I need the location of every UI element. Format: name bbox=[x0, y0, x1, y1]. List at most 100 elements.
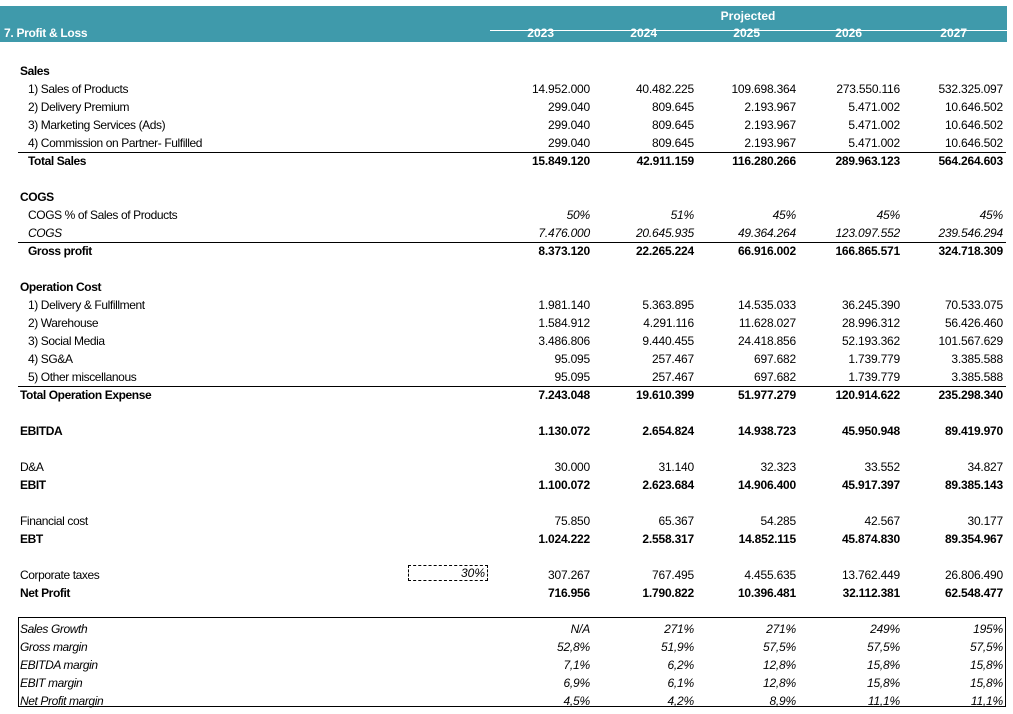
row-3-marketing-services-ads-3: 3) Marketing Services (Ads) 299.040 809.64… bbox=[0, 116, 1013, 134]
cell-2023: 7.476.000 bbox=[538, 226, 590, 240]
cell-2026: 13.762.449 bbox=[841, 568, 900, 582]
row-ebt-21: EBT 1.024.222 2.558.317 14.852.115 45.874.83… bbox=[0, 530, 1013, 548]
cell-2024: 5.363.895 bbox=[642, 298, 694, 312]
year-header-2024: 2024 bbox=[630, 26, 657, 40]
row-operation-cost-10: Operation Cost bbox=[0, 278, 1013, 296]
cell-2025: 57,5% bbox=[762, 640, 796, 654]
cell-2024: 809.645 bbox=[652, 100, 694, 114]
tax-rate-input[interactable]: 30% bbox=[408, 565, 488, 581]
cell-2024: 51% bbox=[670, 208, 695, 222]
cell-2024: 2.623.684 bbox=[642, 478, 694, 492]
row-ebit-19: EBIT 1.100.072 2.623.684 14.906.400 45.917.3… bbox=[0, 476, 1013, 494]
row-label: 1) Delivery & Fulfillment bbox=[28, 298, 145, 312]
cell-2024: 22.265.224 bbox=[635, 244, 694, 258]
row-label: 1) Sales of Products bbox=[28, 82, 129, 96]
row-5-other-miscellanous-15: 5) Other miscellanous 95.095 257.467 697.68… bbox=[0, 368, 1013, 386]
cell-2026: 28.996.312 bbox=[841, 316, 900, 330]
row-label: Sales bbox=[20, 64, 50, 78]
cell-2025: 2.193.967 bbox=[744, 100, 796, 114]
cell-2024: 6,2% bbox=[667, 658, 694, 672]
cell-2025: 49.364.264 bbox=[737, 226, 796, 240]
cell-2024: 31.140 bbox=[658, 460, 694, 474]
row-cogs-6: COGS bbox=[0, 188, 1013, 206]
row-label: Total Sales bbox=[28, 154, 87, 168]
cell-2025: 24.418.856 bbox=[737, 334, 796, 348]
table-header: 7. Profit & Loss Projected 2023 2024 202… bbox=[0, 6, 1007, 42]
row-1-delivery-fulfillment-11: 1) Delivery & Fulfillment 1.981.140 5.363.… bbox=[0, 296, 1013, 314]
cell-2027: 11,1% bbox=[970, 694, 1003, 708]
year-header-2025: 2025 bbox=[733, 26, 760, 40]
row-label: EBT bbox=[20, 532, 43, 546]
cell-2024: 271% bbox=[664, 622, 694, 636]
cell-2027: 15,8% bbox=[969, 658, 1003, 672]
cell-2024: 4,2% bbox=[667, 694, 694, 708]
cell-2025: 4.455.635 bbox=[744, 568, 796, 582]
cell-2023: 716.956 bbox=[548, 586, 590, 600]
cell-2023: 75.850 bbox=[554, 514, 590, 528]
cell-2027: 70.533.075 bbox=[944, 298, 1003, 312]
row-label: COGS % of Sales of Products bbox=[28, 208, 178, 222]
cell-2026: 15,8% bbox=[866, 676, 900, 690]
cell-2027: 235.298.340 bbox=[938, 388, 1003, 402]
cell-2025: 12,8% bbox=[762, 676, 796, 690]
row-label: EBIT margin bbox=[20, 676, 83, 690]
cell-2023: 299.040 bbox=[548, 118, 590, 132]
cell-2027: 57,5% bbox=[969, 640, 1003, 654]
cell-2026: 249% bbox=[870, 622, 900, 636]
cell-2023: 50% bbox=[566, 208, 591, 222]
cell-2025: 51.977.279 bbox=[737, 388, 796, 402]
cell-2024: 19.610.399 bbox=[635, 388, 694, 402]
cell-2023: 95.095 bbox=[554, 370, 590, 384]
cell-2023: 3.486.806 bbox=[538, 334, 590, 348]
row-net-profit-23: Net Profit 716.956 1.790.822 10.396.481 32.1… bbox=[0, 584, 1013, 602]
total-rule bbox=[18, 152, 1006, 153]
cell-2025: 697.682 bbox=[754, 352, 796, 366]
cell-2023: 4,5% bbox=[563, 694, 590, 708]
cell-2023: N/A bbox=[570, 622, 591, 636]
cell-2026: 120.914.622 bbox=[835, 388, 900, 402]
cell-2026: 166.865.571 bbox=[835, 244, 900, 258]
cell-2024: 4.291.116 bbox=[643, 316, 694, 330]
row-label: 3) Marketing Services (Ads) bbox=[28, 118, 166, 132]
cell-2023: 1.130.072 bbox=[538, 424, 590, 438]
cell-2026: 57,5% bbox=[866, 640, 900, 654]
year-header-2023: 2023 bbox=[527, 26, 554, 40]
cell-2024: 809.645 bbox=[652, 118, 694, 132]
cell-2023: 299.040 bbox=[548, 136, 590, 150]
cell-2026: 45.917.397 bbox=[841, 478, 900, 492]
cell-2024: 257.467 bbox=[652, 370, 694, 384]
cell-2023: 95.095 bbox=[554, 352, 590, 366]
cell-2025: 271% bbox=[766, 622, 796, 636]
cell-2025: 14.906.400 bbox=[737, 478, 796, 492]
cell-2026: 1.739.779 bbox=[848, 352, 900, 366]
cell-2025: 14.852.115 bbox=[738, 532, 797, 546]
cell-2026: 123.097.552 bbox=[835, 226, 900, 240]
row-3-social-media-13: 3) Social Media 3.486.806 9.440.455 24.418.… bbox=[0, 332, 1013, 350]
row-label: Financial cost bbox=[20, 514, 88, 528]
cell-2027: 62.548.477 bbox=[944, 586, 1003, 600]
cell-2025: 8,9% bbox=[769, 694, 796, 708]
cell-2027: 10.646.502 bbox=[944, 100, 1003, 114]
cell-2026: 45.950.948 bbox=[841, 424, 900, 438]
cell-2027: 324.718.309 bbox=[938, 244, 1003, 258]
row-sales-growth-24: Sales Growth N/A 271% 271% 249% 195% bbox=[0, 620, 1013, 638]
cell-2027: 89.419.970 bbox=[944, 424, 1003, 438]
cell-2025: 14.938.723 bbox=[737, 424, 796, 438]
cell-2027: 10.646.502 bbox=[944, 136, 1003, 150]
row-1-sales-of-products-1: 1) Sales of Products 14.952.000 40.482.225… bbox=[0, 80, 1013, 98]
cell-2027: 26.806.490 bbox=[944, 568, 1003, 582]
cell-2024: 9.440.455 bbox=[642, 334, 694, 348]
cell-2026: 5.471.002 bbox=[848, 118, 900, 132]
cell-2023: 1.100.072 bbox=[538, 478, 590, 492]
row-label: 5) Other miscellanous bbox=[28, 370, 137, 384]
cell-2027: 3.385.588 bbox=[951, 370, 1003, 384]
cell-2026: 42.567 bbox=[864, 514, 900, 528]
row-net-profit-margin-28: Net Profit margin 4,5% 4,2% 8,9% 11,1% 11,1% bbox=[0, 692, 1013, 710]
row-label: 2) Warehouse bbox=[28, 316, 99, 330]
cell-2027: 45% bbox=[979, 208, 1004, 222]
cell-2026: 45% bbox=[876, 208, 901, 222]
cell-2025: 11.628.027 bbox=[738, 316, 796, 330]
row-cogs-of-sales-of-products-7: COGS % of Sales of Products 50% 51% 45% 45% 4… bbox=[0, 206, 1013, 224]
row-2-warehouse-12: 2) Warehouse 1.584.912 4.291.116 11.628.027… bbox=[0, 314, 1013, 332]
cell-2023: 299.040 bbox=[548, 100, 590, 114]
